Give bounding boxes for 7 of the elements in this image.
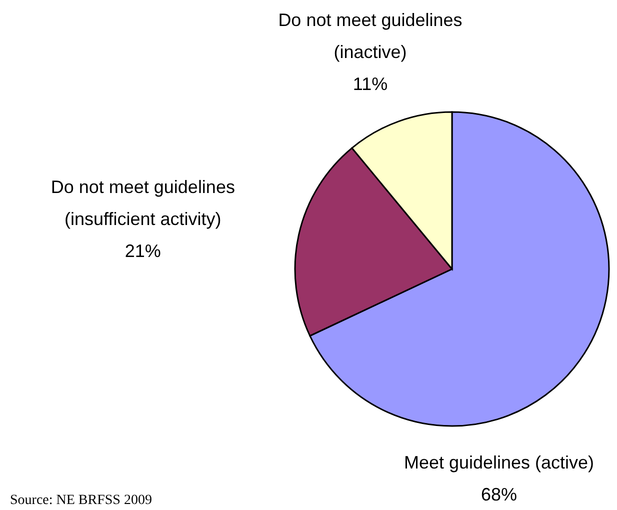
slice-label: Do not meet guidelines (inactive)	[278, 10, 462, 62]
slice-label: Do not meet guidelines (insufficient activity)	[50, 176, 235, 229]
slice-label: Meet guidelines (active)	[404, 452, 594, 472]
data-label: 68%	[480, 484, 518, 504]
source-note: Source: NE BRFSS 2009	[10, 493, 152, 508]
data-label: 11%	[352, 74, 388, 94]
data-label: 21%	[124, 240, 161, 261]
